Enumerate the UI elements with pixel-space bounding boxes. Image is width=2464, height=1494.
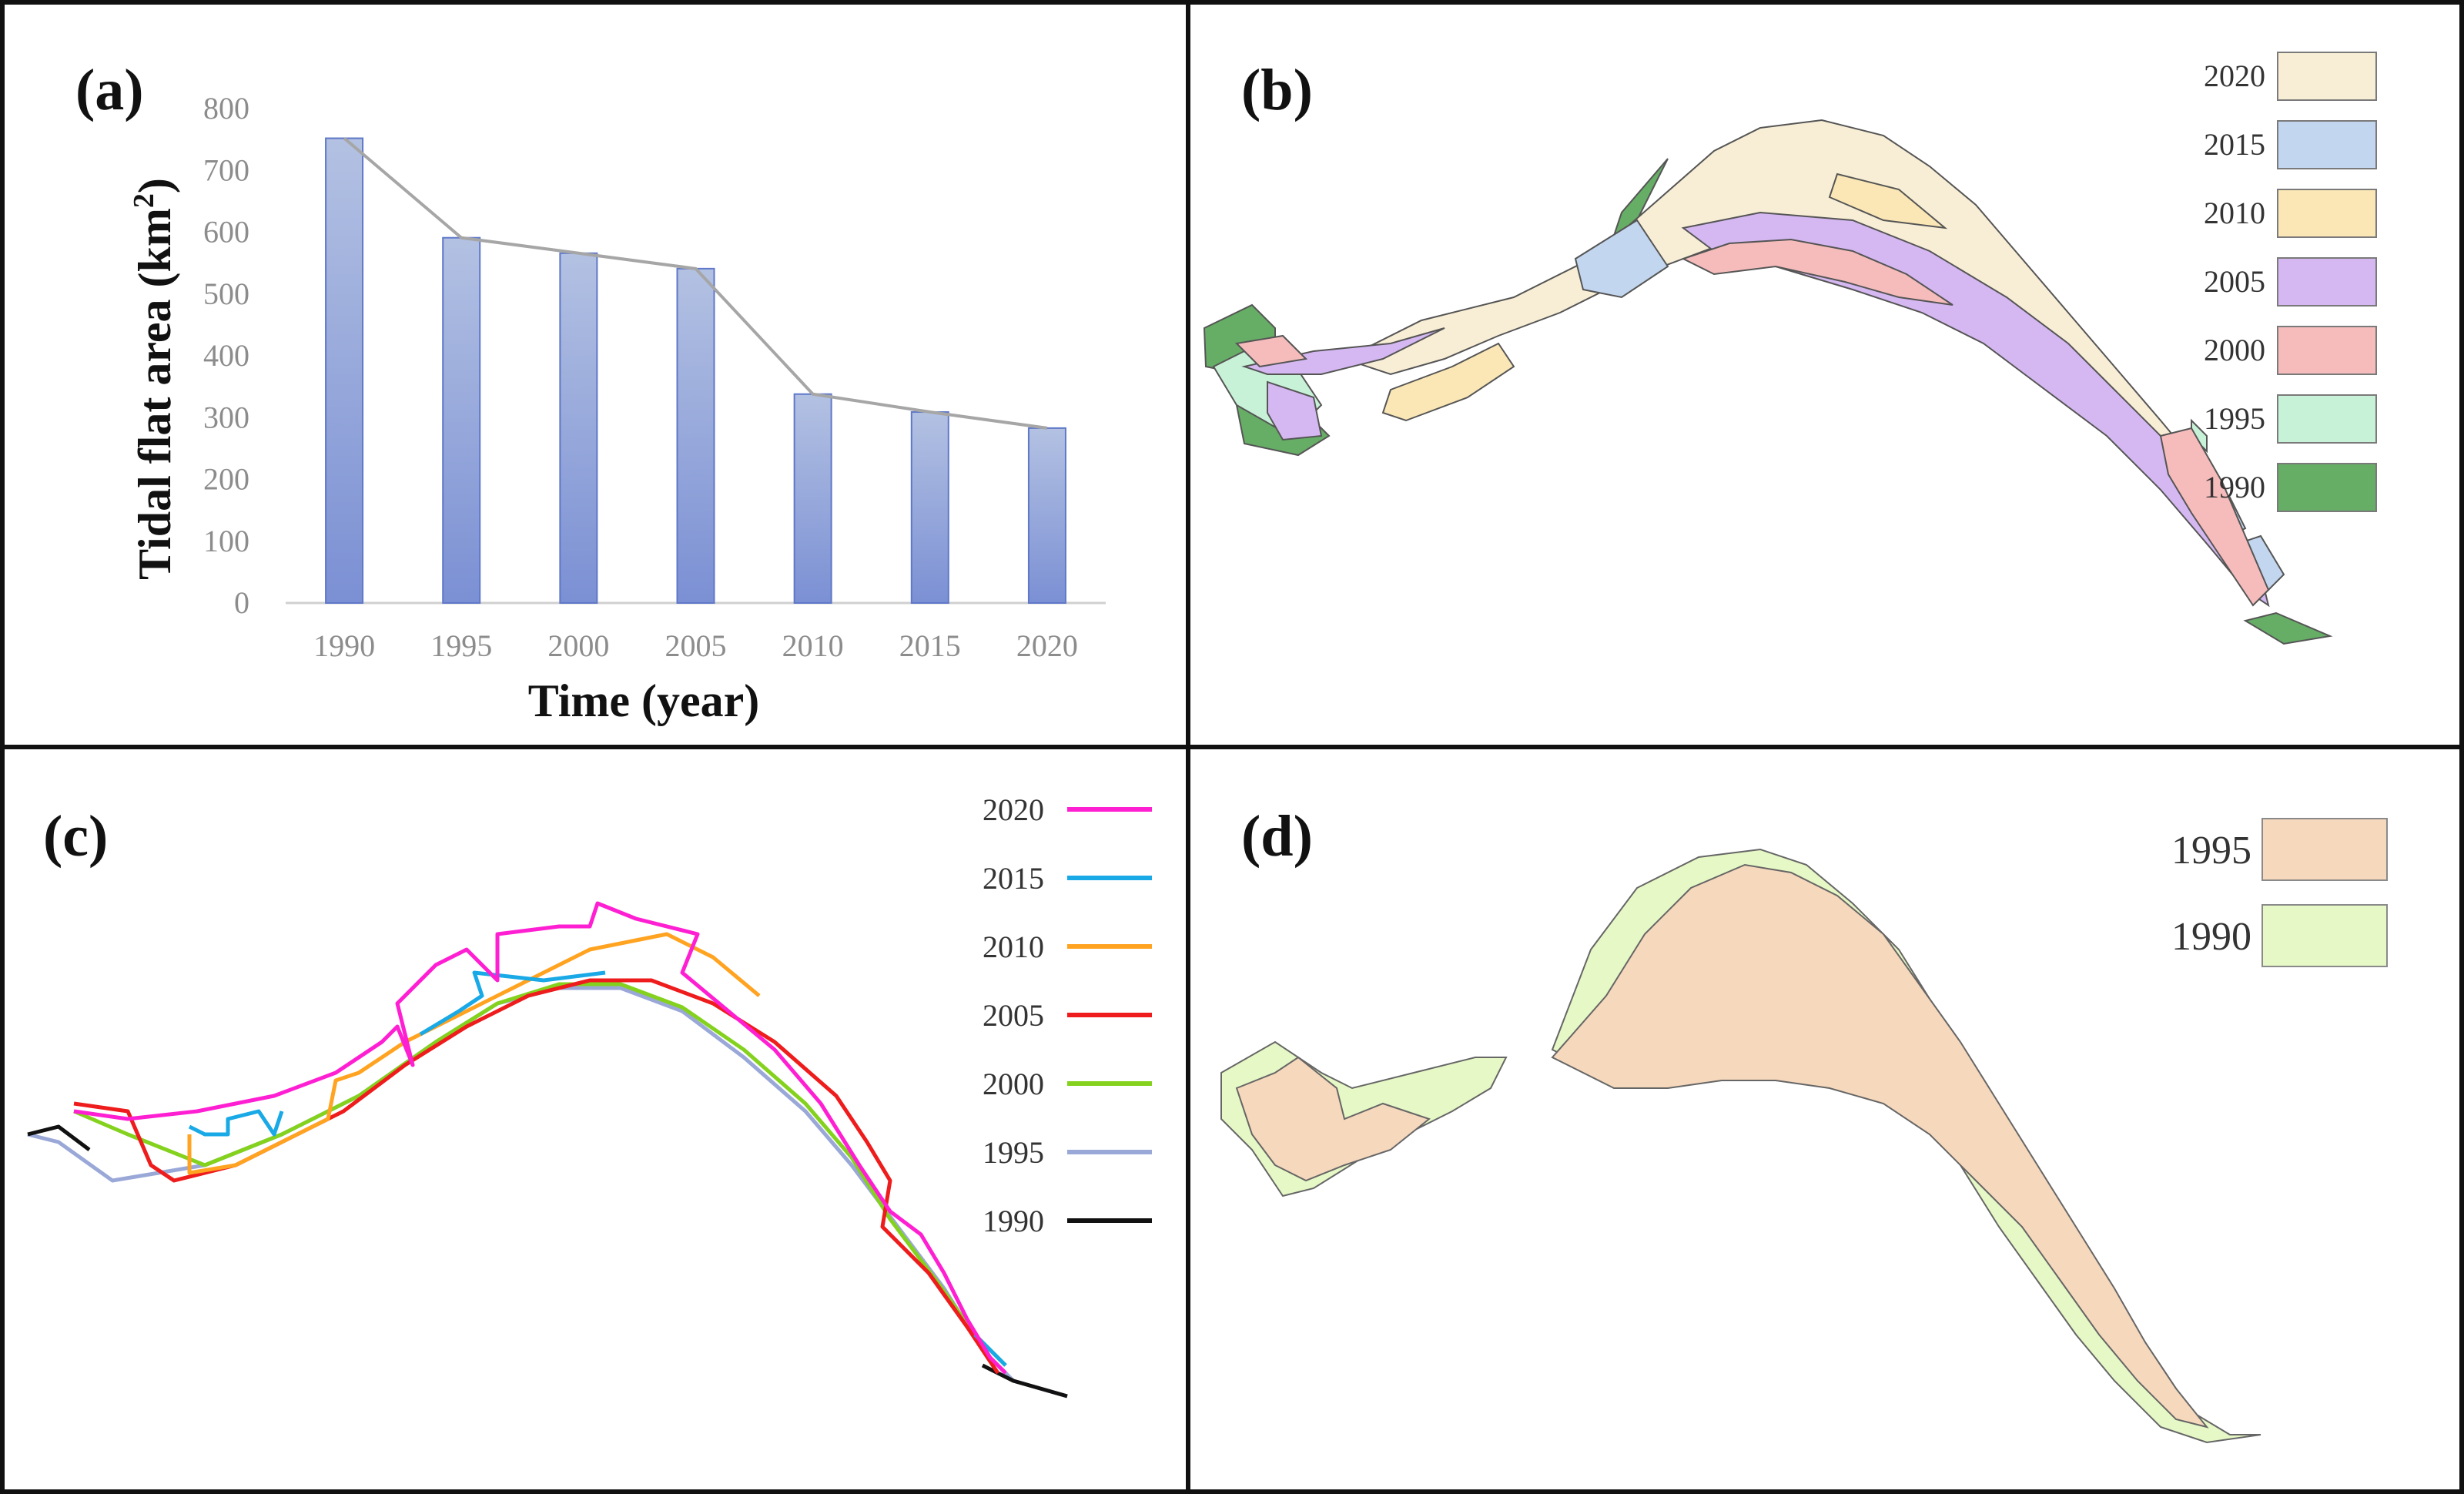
y-tick-label: 300 [203,400,249,434]
legend-c-label: 2010 [983,930,1044,964]
x-tick-label: 2010 [782,628,844,663]
legend-b-swatch-2005 [2277,257,2377,307]
panel-c: (c) 2020 2015 2010 2005 2000 1995 1990 [0,745,1190,1494]
x-tick-label: 2005 [665,628,727,663]
legend-b-label: 2010 [2204,196,2265,230]
legend-b-label: 1995 [2204,401,2265,436]
legend-b-swatch-1995 [2277,394,2377,444]
legend-b-label: 2000 [2204,333,2265,367]
boundary-2020 [73,901,1007,1375]
y-tick-label: 600 [203,215,249,250]
y-tick-label: 100 [203,524,249,558]
bar-2010 [793,393,832,604]
polygon-2020 [1342,119,2247,576]
legend-d: 1995 1990 [2171,818,2388,967]
bar-2015 [910,411,949,605]
map-d: 1995 1990 [1220,818,2388,1444]
legend-b-swatch-2020 [2277,52,2377,101]
x-axis-title: Time (year) [528,675,759,726]
legend-d-label: 1990 [2171,915,2251,959]
tidal-flat-map-b [1203,119,2333,645]
tidal-flat-map-d [1220,848,2261,1444]
y-tick-label: 0 [234,585,249,620]
y-axis-title: Tidal flat area (km2) [128,178,180,580]
bar-1995 [442,236,481,604]
tidal-flat-lines-c [27,901,1068,1399]
boundary-2000 [73,982,1007,1367]
boundary-1995 [27,986,1068,1399]
polygon-1995 [1551,863,2209,1429]
polygon-2000 [1234,334,1308,368]
polygon-2000 [2159,427,2270,607]
boundary-2010 [187,932,761,1175]
legend-b-label: 2020 [2204,59,2265,93]
legend-c-label: 2020 [983,792,1044,827]
y-tick-label: 200 [203,462,249,497]
legend-b-label: 2005 [2204,264,2265,299]
polygon-2010 [1828,173,1948,229]
y-tick-label: 700 [203,152,249,187]
polygon-2010 [1381,342,1515,422]
y-tick-label: 500 [203,276,249,311]
bar-2020 [1027,427,1066,605]
legend-c-label: 2015 [983,861,1044,896]
bar-2005 [676,267,715,604]
boundary-2005 [73,978,1000,1375]
polygon-1990 [2243,611,2333,645]
bar-1990 [325,137,364,604]
legend-b-swatch-2000 [2277,326,2377,375]
y-tick-label: 800 [203,91,249,126]
bar-2000 [559,252,598,604]
panel-b-label: (b) [1241,58,1313,122]
legend-b-swatch-2015 [2277,120,2377,169]
bar-chart: 0 100 200 300 400 500 600 700 800 1990 1995 2000 20… [128,91,1106,726]
legend-d-swatch-1990 [2261,904,2388,967]
legend-b-label: 2015 [2204,127,2265,162]
trend-line [343,136,1048,430]
legend-c-label: 1995 [983,1135,1044,1170]
polygon-1995 [1235,1056,1431,1182]
polygon-2005 [1267,380,1323,441]
map-c: 2020 2015 2010 2005 2000 1995 1990 [27,792,1152,1399]
legend-c-label: 2005 [983,998,1044,1033]
legend-c-label: 2000 [983,1067,1044,1101]
y-tick-label: 400 [203,338,249,373]
panel-b: (b) [1186,0,2464,749]
legend-c: 2020 2015 2010 2005 2000 1995 1990 [983,792,1152,1238]
map-b: 2020 2015 2010 2005 2000 1995 1990 [1203,52,2377,645]
legend-b: 2020 2015 2010 2005 2000 1995 1990 [2204,52,2377,512]
x-tick-label: 2020 [1016,628,1078,663]
x-tick-label: 2000 [547,628,609,663]
legend-b-swatch-2010 [2277,189,2377,238]
panel-d-label: (d) [1241,804,1313,869]
legend-d-label: 1995 [2171,829,2251,873]
legend-b-swatch-1990 [2277,463,2377,512]
polygon-2015 [1574,219,1669,299]
x-tick-label: 1990 [313,628,375,663]
x-tick-label: 2015 [899,628,961,663]
x-tick-label: 1995 [430,628,492,663]
panel-a-label: (a) [75,58,144,122]
panel-d: (d) 1995 1990 [1186,745,2464,1494]
panel-c-label: (c) [43,804,109,869]
boundary-1990 [27,1124,1068,1399]
panel-a: (a) 0 100 200 300 400 500 600 700 800 1990 1995 20… [0,0,1190,749]
polygon-2000 [1681,238,1953,306]
polygon-2005 [1241,327,1445,375]
legend-c-label: 1990 [983,1204,1044,1238]
legend-d-swatch-1995 [2261,818,2388,881]
legend-b-label: 1990 [2204,470,2265,504]
